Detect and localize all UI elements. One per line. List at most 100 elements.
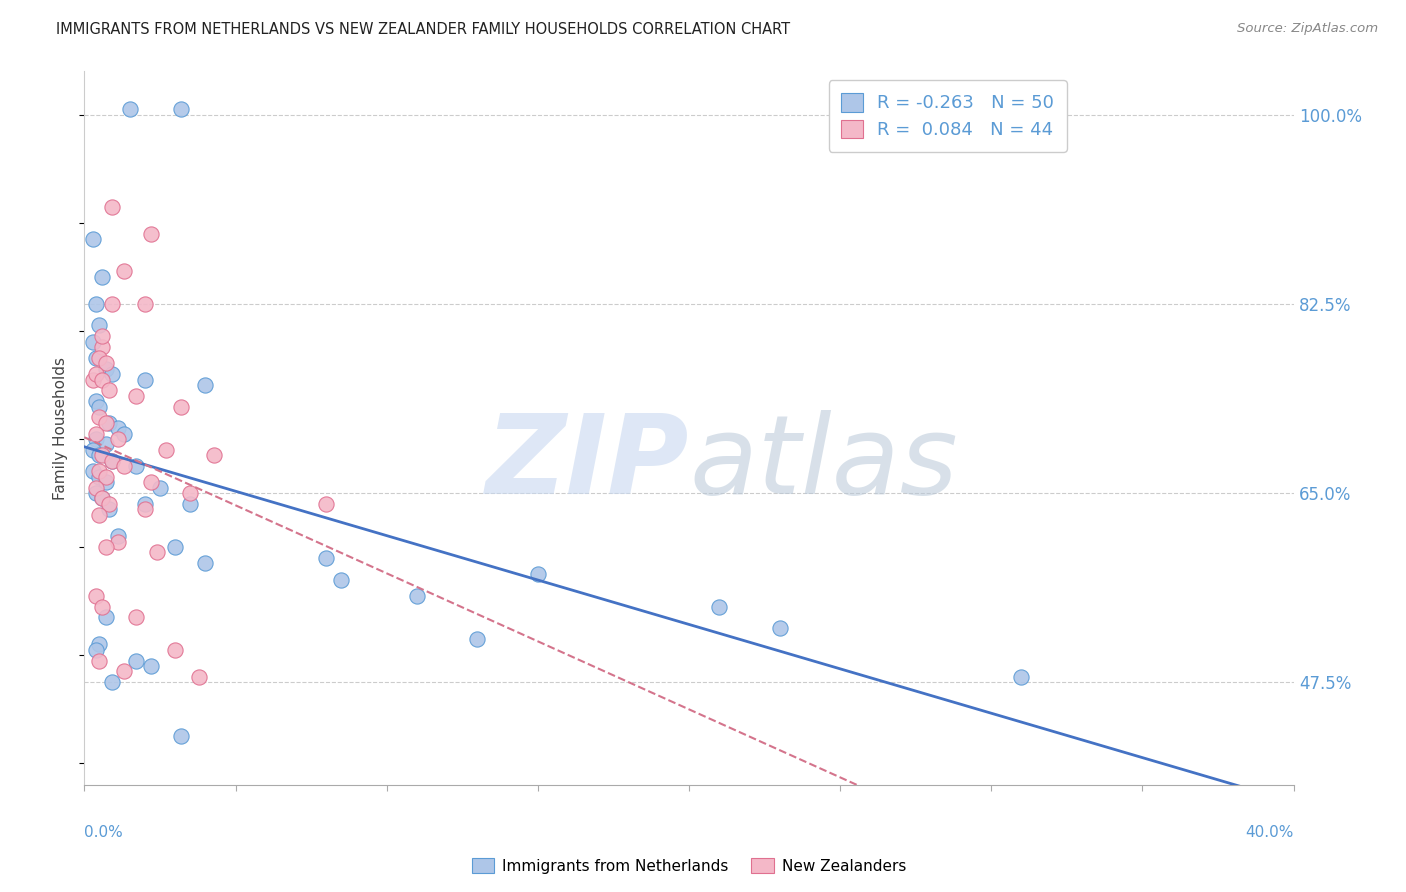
Point [188, 670, 211, 684]
Point [91, 269, 114, 284]
Point [100, 200, 122, 214]
Point [179, 486, 201, 500]
Point [91, 372, 114, 386]
Point [86, 642, 108, 657]
Text: Source: ZipAtlas.com: Source: ZipAtlas.com [1237, 22, 1378, 36]
Text: IMMIGRANTS FROM NETHERLANDS VS NEW ZEALANDER FAMILY HOUSEHOLDS CORRELATION CHART: IMMIGRANTS FROM NETHERLANDS VS NEW ZEALA… [56, 22, 790, 37]
Point [91, 448, 114, 462]
Text: 40.0%: 40.0% [1246, 825, 1294, 840]
Point [100, 675, 122, 690]
Point [89, 410, 111, 425]
Point [94, 540, 117, 554]
Point [202, 448, 225, 462]
Point [97, 384, 120, 398]
Point [170, 729, 193, 743]
Legend: R = -0.263   N = 50, R =  0.084   N = 44: R = -0.263 N = 50, R = 0.084 N = 44 [828, 80, 1067, 152]
Point [112, 264, 135, 278]
Point [125, 389, 148, 403]
Y-axis label: Family Households: Family Households [53, 357, 69, 500]
Point [86, 589, 108, 603]
Point [155, 442, 177, 457]
Point [82, 442, 104, 457]
Point [139, 227, 162, 241]
Point [134, 497, 156, 511]
Point [94, 470, 117, 484]
Point [769, 621, 792, 635]
Text: atlas: atlas [689, 410, 957, 517]
Point [94, 475, 117, 490]
Point [91, 491, 114, 506]
Text: ZIP: ZIP [485, 410, 689, 517]
Point [97, 497, 120, 511]
Point [165, 642, 187, 657]
Point [89, 448, 111, 462]
Point [100, 297, 122, 311]
Point [91, 340, 114, 354]
Point [467, 632, 489, 646]
Point [86, 426, 108, 441]
Point [134, 372, 156, 386]
Point [709, 599, 731, 614]
Point [94, 356, 117, 370]
Legend: Immigrants from Netherlands, New Zealanders: Immigrants from Netherlands, New Zealand… [465, 852, 912, 880]
Point [107, 529, 129, 543]
Point [86, 297, 108, 311]
Point [139, 659, 162, 673]
Point [100, 453, 122, 467]
Point [89, 470, 111, 484]
Point [125, 610, 148, 624]
Point [94, 610, 117, 624]
Point [89, 637, 111, 651]
Point [82, 464, 104, 478]
Point [107, 432, 129, 446]
Point [194, 557, 217, 571]
Point [170, 400, 193, 414]
Point [125, 458, 148, 473]
Point [86, 486, 108, 500]
Point [112, 458, 135, 473]
Point [100, 453, 122, 467]
Point [330, 573, 353, 587]
Point [82, 372, 104, 386]
Point [86, 367, 108, 381]
Point [94, 416, 117, 430]
Point [170, 102, 193, 116]
Point [89, 318, 111, 333]
Point [134, 297, 156, 311]
Point [527, 567, 550, 582]
Point [139, 475, 162, 490]
Point [82, 232, 104, 246]
Point [86, 481, 108, 495]
Point [125, 654, 148, 668]
Point [89, 508, 111, 522]
Point [107, 421, 129, 435]
Point [146, 545, 169, 559]
Point [149, 481, 172, 495]
Point [107, 534, 129, 549]
Point [94, 437, 117, 451]
Point [134, 502, 156, 516]
Point [91, 599, 114, 614]
Point [315, 497, 337, 511]
Point [100, 367, 122, 381]
Point [89, 654, 111, 668]
Point [97, 502, 120, 516]
Point [97, 416, 120, 430]
Point [86, 432, 108, 446]
Point [86, 394, 108, 409]
Point [89, 351, 111, 365]
Point [118, 102, 141, 116]
Point [315, 550, 337, 565]
Point [112, 426, 135, 441]
Point [194, 378, 217, 392]
Point [82, 334, 104, 349]
Point [1011, 670, 1033, 684]
Point [91, 329, 114, 343]
Text: 0.0%: 0.0% [84, 825, 124, 840]
Point [86, 351, 108, 365]
Point [91, 491, 114, 506]
Point [112, 665, 135, 679]
Point [89, 400, 111, 414]
Point [94, 361, 117, 376]
Point [406, 589, 429, 603]
